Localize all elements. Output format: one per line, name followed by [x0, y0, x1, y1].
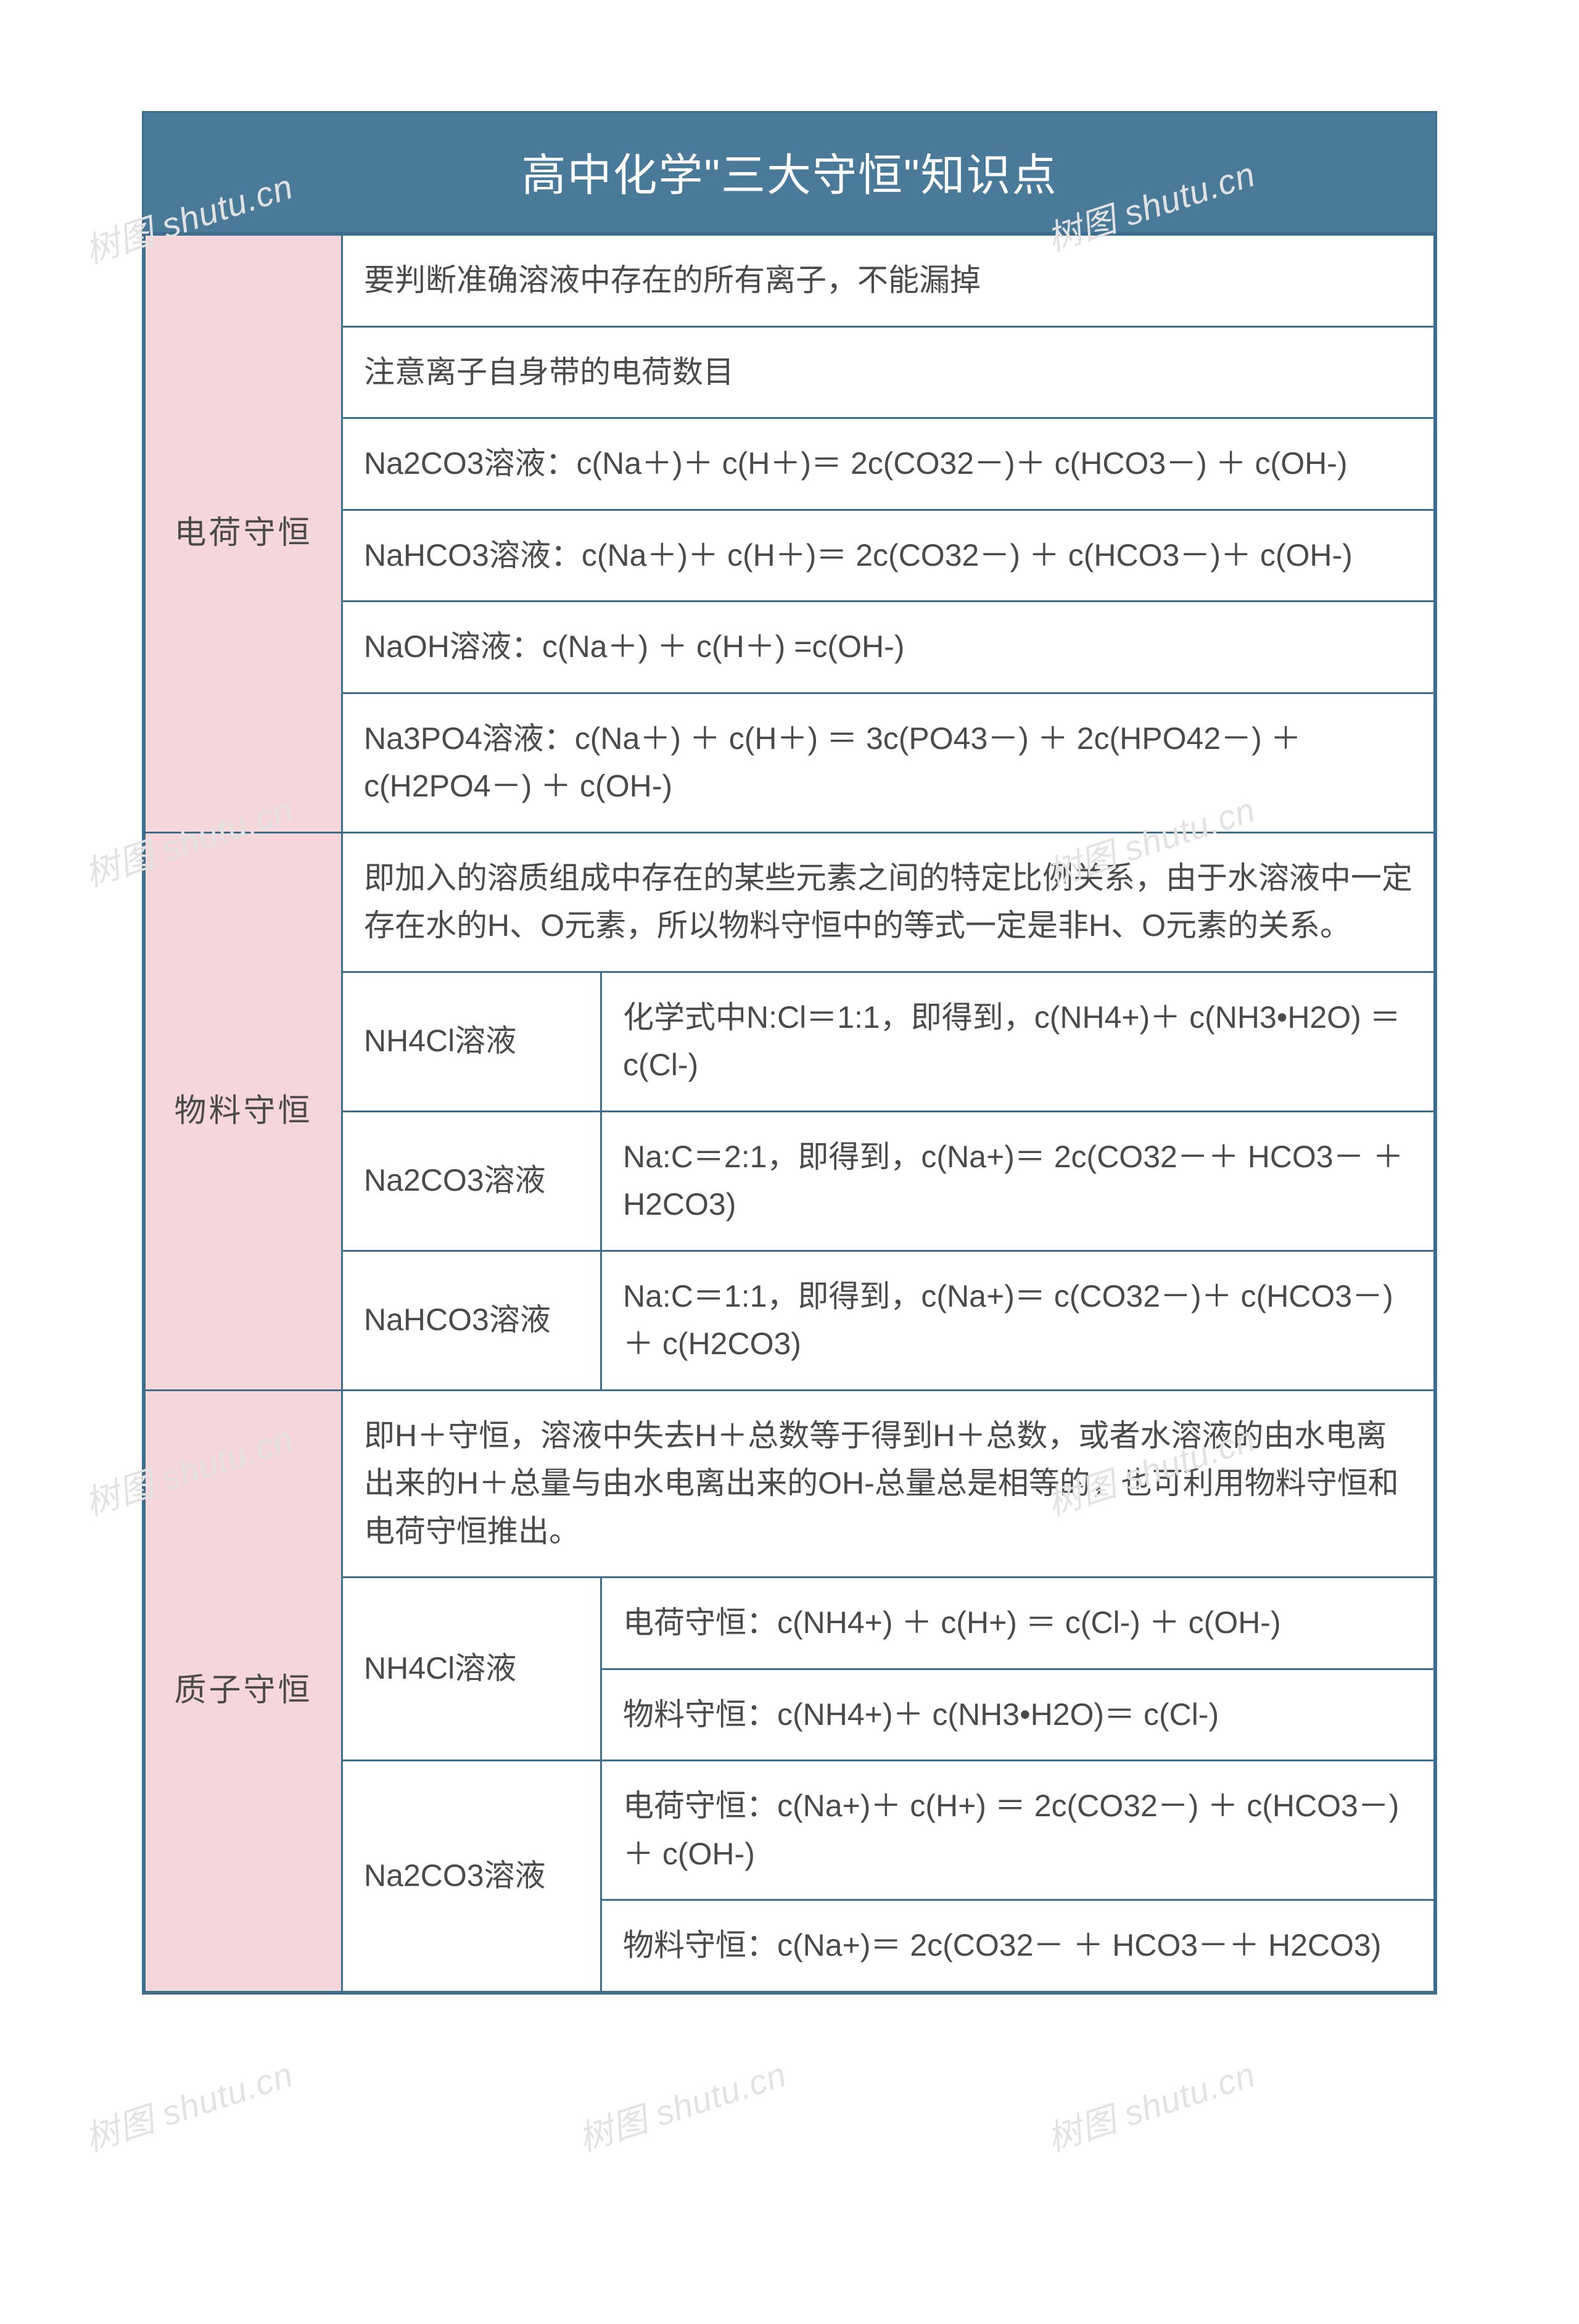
sub-label-cell: NH4Cl溶液: [342, 972, 601, 1111]
content-cell: 要判断准确溶液中存在的所有离子，不能漏掉: [342, 235, 1435, 327]
content-cell: Na:C＝2:1，即得到，c(Na+)＝ 2c(CO32－＋ HCO3－ ＋ H…: [601, 1111, 1435, 1251]
sub-label-cell: NaHCO3溶液: [342, 1251, 601, 1390]
title-text: 高中化学"三大守恒"知识点: [521, 151, 1057, 201]
watermark: 树图 shutu.cn: [78, 2047, 299, 2161]
category-cell: 物料守恒: [145, 832, 342, 1390]
title-bar: 高中化学"三大守恒"知识点: [144, 113, 1435, 234]
content-cell: 即H＋守恒，溶液中失去H＋总数等于得到H＋总数，或者水溶液的由水电离出来的H＋总…: [342, 1390, 1435, 1578]
content-cell: 物料守恒：c(NH4+)＋ c(NH3•H2O)＝ c(Cl-): [601, 1669, 1435, 1761]
content-cell: 化学式中N:Cl＝1:1，即得到，c(NH4+)＋ c(NH3•H2O) ＝ c…: [601, 972, 1435, 1111]
table-row: 质子守恒即H＋守恒，溶液中失去H＋总数等于得到H＋总数，或者水溶液的由水电离出来…: [145, 1390, 1435, 1578]
content-cell: 电荷守恒：c(Na+)＋ c(H+) ＝ 2c(CO32－) ＋ c(HCO3－…: [601, 1761, 1435, 1900]
content-cell: 即加入的溶质组成中存在的某些元素之间的特定比例关系，由于水溶液中一定存在水的H、…: [342, 832, 1435, 972]
content-cell: NaHCO3溶液：c(Na＋)＋ c(H＋)＝ 2c(CO32－) ＋ c(HC…: [342, 510, 1435, 602]
content-cell: Na:C＝1:1，即得到，c(Na+)＝ c(CO32－)＋ c(HCO3－) …: [601, 1251, 1435, 1390]
category-cell: 电荷守恒: [145, 235, 342, 833]
content-cell: Na2CO3溶液：c(Na＋)＋ c(H＋)＝ 2c(CO32－)＋ c(HCO…: [342, 418, 1435, 510]
content-cell: 物料守恒：c(Na+)＝ 2c(CO32－ ＋ HCO3－＋ H2CO3): [601, 1900, 1435, 1992]
sub-label-cell: Na2CO3溶液: [342, 1761, 601, 1992]
table-row: 物料守恒即加入的溶质组成中存在的某些元素之间的特定比例关系，由于水溶液中一定存在…: [145, 832, 1435, 972]
watermark: 树图 shutu.cn: [571, 2047, 792, 2161]
content-cell: 电荷守恒：c(NH4+) ＋ c(H+) ＝ c(Cl-) ＋ c(OH-): [601, 1578, 1435, 1669]
content-cell: Na3PO4溶液：c(Na＋) ＋ c(H＋) ＝ 3c(PO43－) ＋ 2c…: [342, 693, 1435, 832]
content-cell: NaOH溶液：c(Na＋) ＋ c(H＋) =c(OH-): [342, 602, 1435, 693]
sub-label-cell: NH4Cl溶液: [342, 1578, 601, 1761]
content-table: 电荷守恒要判断准确溶液中存在的所有离子，不能漏掉注意离子自身带的电荷数目Na2C…: [144, 234, 1435, 1993]
category-cell: 质子守恒: [145, 1390, 342, 1991]
page: 高中化学"三大守恒"知识点 电荷守恒要判断准确溶液中存在的所有离子，不能漏掉注意…: [0, 0, 1579, 2324]
table-row: 电荷守恒要判断准确溶液中存在的所有离子，不能漏掉: [145, 235, 1435, 327]
sub-label-cell: Na2CO3溶液: [342, 1111, 601, 1251]
watermark: 树图 shutu.cn: [1040, 2047, 1261, 2161]
diagram-panel: 高中化学"三大守恒"知识点 电荷守恒要判断准确溶液中存在的所有离子，不能漏掉注意…: [142, 111, 1437, 1995]
content-cell: 注意离子自身带的电荷数目: [342, 326, 1435, 418]
